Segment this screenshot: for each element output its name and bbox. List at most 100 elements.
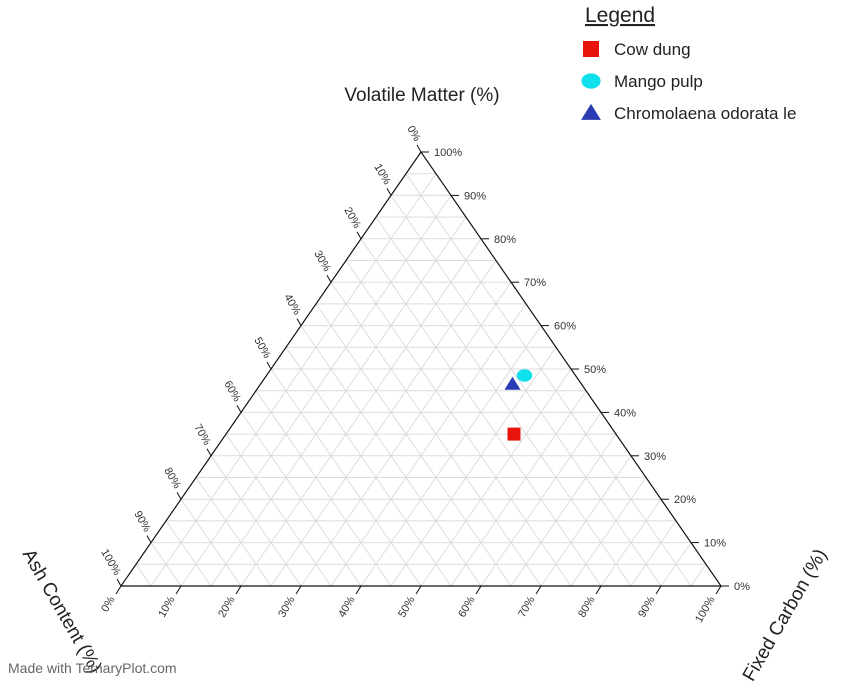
legend-marker-square [583, 41, 599, 57]
grid-line [315, 303, 512, 587]
grid-line [270, 260, 497, 587]
tick-label-volatile: 80% [494, 234, 516, 246]
tick-label-ash: 100% [98, 547, 123, 578]
tick-mark [296, 318, 302, 326]
tick-label-ash: 30% [311, 249, 333, 274]
grid-line [165, 520, 212, 587]
grid-line [540, 455, 632, 587]
tick-label-ash: 0% [404, 124, 422, 144]
legend-marker-triangle [581, 103, 601, 120]
data-point-circle [516, 369, 533, 382]
data-point-triangle [504, 376, 521, 390]
watermark: Made with TernaryPlot.com [8, 660, 177, 676]
tick-label-fixed-carbon: 80% [576, 594, 598, 619]
grid-line [690, 564, 707, 587]
tick-mark [266, 361, 272, 370]
tick-mark [175, 585, 182, 595]
tick-label-fixed-carbon: 100% [693, 594, 718, 625]
grid-line [255, 390, 392, 587]
legend-label: Chromolaena odorata le [614, 104, 796, 123]
tick-label-fixed-carbon: 70% [516, 594, 538, 619]
tick-label-volatile: 30% [644, 451, 666, 463]
grid-line [480, 412, 602, 587]
tick-label-fixed-carbon: 60% [456, 594, 478, 619]
grid-line [570, 477, 647, 587]
tick-mark [415, 585, 422, 595]
tick-label-ash: 50% [251, 335, 273, 360]
tick-label-volatile: 90% [464, 190, 486, 202]
tick-label-volatile: 10% [704, 538, 726, 550]
tick-label-ash: 90% [131, 509, 153, 534]
grid-line [630, 520, 677, 587]
tick-label-ash: 80% [161, 466, 183, 491]
tick-label-ash: 70% [191, 422, 213, 447]
tick-label-volatile: 60% [554, 321, 576, 333]
grid-line [405, 173, 692, 587]
tick-label-ash: 20% [341, 205, 363, 230]
tick-mark [356, 231, 362, 240]
grid-line [270, 368, 422, 587]
tick-label-fixed-carbon: 50% [396, 594, 418, 619]
tick-label-ash: 40% [281, 292, 303, 317]
grid-line [420, 368, 572, 587]
tick-label-ash: 10% [371, 162, 393, 187]
tick-mark [715, 585, 722, 595]
tick-mark [115, 585, 122, 595]
grid-line [510, 433, 617, 587]
tick-label-fixed-carbon: 0% [99, 594, 117, 614]
tick-mark [355, 585, 362, 595]
grid-line [375, 216, 632, 587]
tick-mark [535, 585, 542, 595]
legend-marker-circle [581, 73, 601, 89]
tick-label-fixed-carbon: 20% [216, 594, 238, 619]
grid-line [450, 390, 587, 587]
grid-line [285, 347, 452, 587]
tick-mark [236, 405, 242, 413]
axis-ticks: 0% 0% 0% 10% 10% 10% 20% 20% 20% 30% 30% 30% 40% 40% 4… [98, 124, 750, 625]
grid-line [180, 498, 242, 587]
right-axis-title: Fixed Carbon (%) [739, 546, 832, 685]
data-point-square [507, 427, 521, 441]
left-axis-title: Ash Content (%) [18, 546, 106, 677]
tick-mark [655, 585, 662, 595]
data-points [504, 369, 533, 441]
tick-label-volatile: 50% [584, 364, 606, 376]
legend-title: Legend [585, 4, 655, 27]
tick-mark [235, 585, 242, 595]
tick-label-volatile: 20% [674, 494, 696, 506]
grid-line [150, 542, 182, 587]
tick-mark [146, 535, 152, 543]
grid-line [225, 433, 332, 587]
tick-mark [295, 585, 302, 595]
grid-line [330, 303, 527, 587]
tick-mark [416, 144, 422, 153]
tick-mark [176, 491, 182, 500]
tick-label-volatile: 40% [614, 407, 636, 419]
grid-line [240, 412, 362, 587]
tick-label-fixed-carbon: 40% [336, 594, 358, 619]
grid-line [660, 542, 692, 587]
tick-label-fixed-carbon: 10% [156, 594, 178, 619]
grid-line [135, 564, 152, 587]
legend: Legend Cow dung Mango pulp Chromolaena odo… [581, 4, 796, 123]
grid-line [195, 477, 272, 587]
tick-mark [116, 578, 122, 587]
legend-label: Cow dung [614, 40, 691, 59]
tick-label-volatile: 100% [434, 147, 462, 159]
tick-mark [386, 188, 392, 196]
tick-label-volatile: 0% [734, 581, 750, 593]
grid [135, 173, 707, 587]
tick-mark [206, 448, 212, 457]
tick-mark [326, 274, 332, 283]
legend-label: Mango pulp [614, 72, 703, 91]
grid-line [345, 260, 572, 587]
tick-label-ash: 60% [221, 379, 243, 404]
top-axis-title: Volatile Matter (%) [344, 85, 499, 106]
tick-label-fixed-carbon: 90% [636, 594, 658, 619]
grid-line [210, 216, 467, 587]
tick-label-fixed-carbon: 30% [276, 594, 298, 619]
tick-label-volatile: 70% [524, 277, 546, 289]
grid-line [600, 498, 662, 587]
tick-mark [475, 585, 482, 595]
